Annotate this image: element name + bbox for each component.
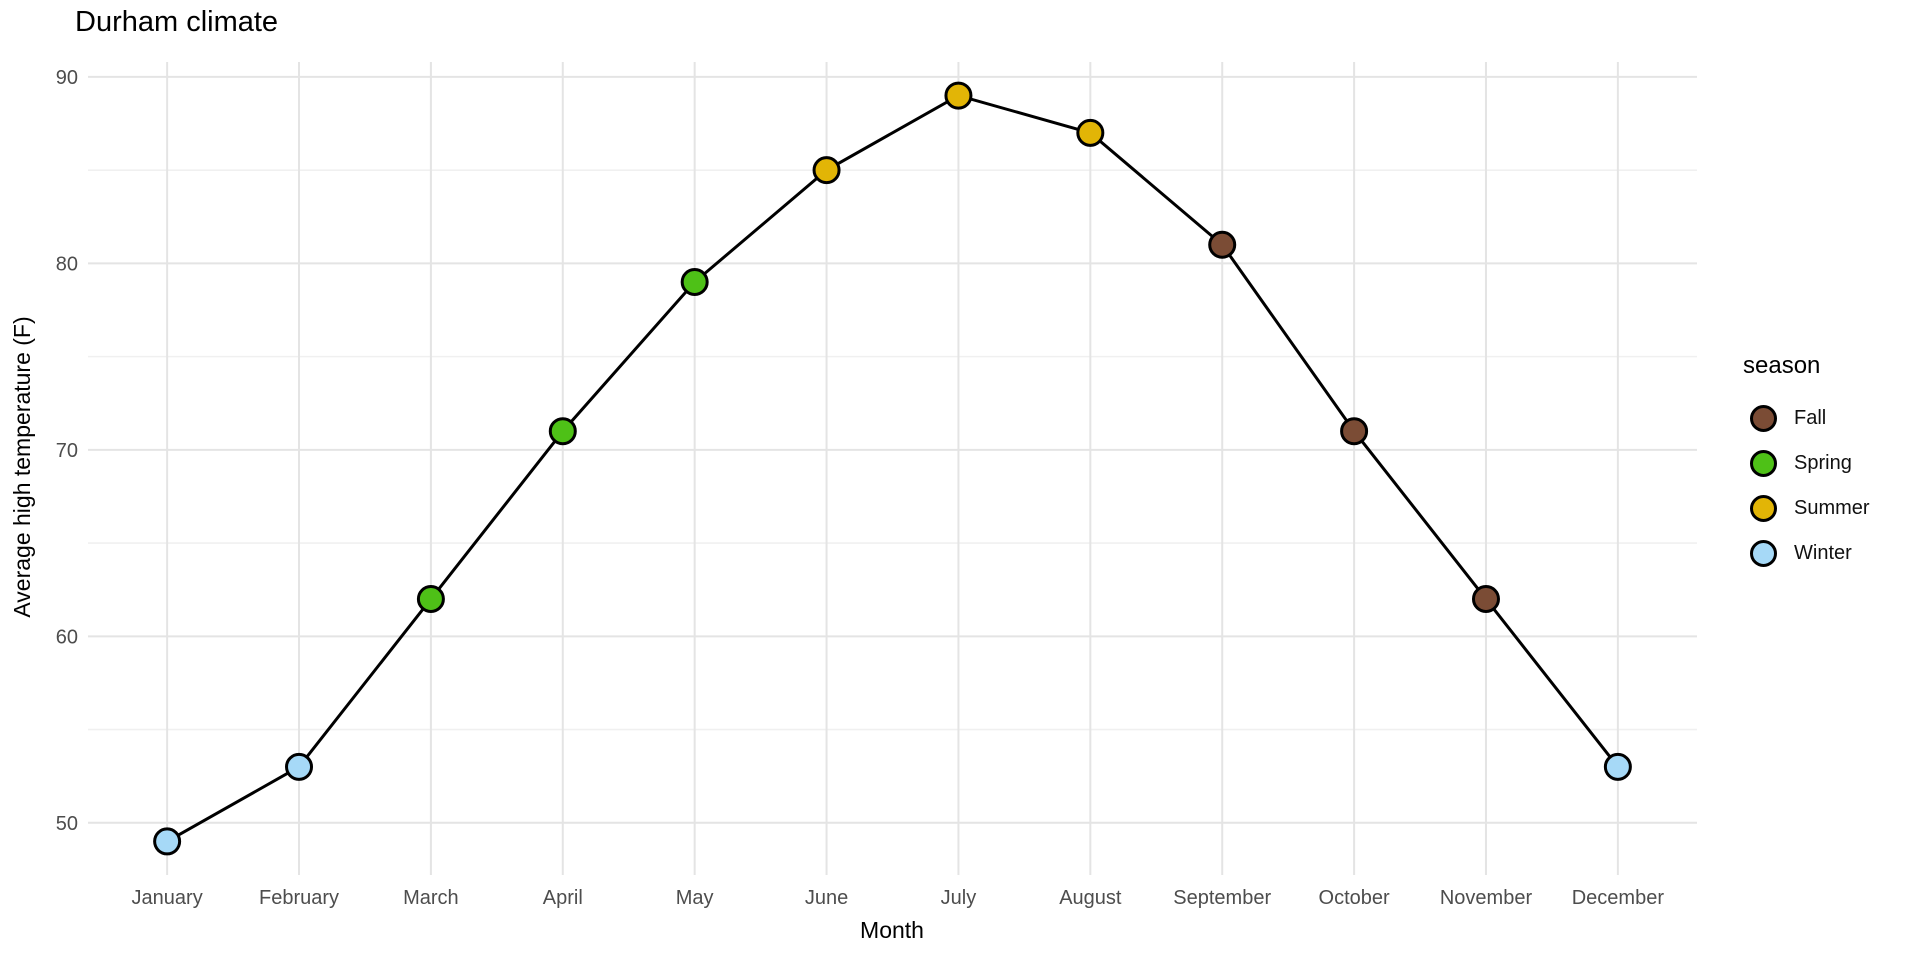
x-tick-label: December	[1572, 887, 1665, 909]
y-tick-label: 70	[56, 440, 78, 462]
x-tick-label: March	[403, 887, 459, 909]
x-tick-label: January	[132, 887, 203, 909]
plot-panel: 50 60 70 80 90 January February March April May Ju…	[56, 62, 1697, 909]
y-tick-label: 80	[56, 253, 78, 275]
data-point	[153, 827, 182, 856]
x-tick-label: October	[1319, 887, 1390, 909]
data-point	[1076, 118, 1105, 147]
data-point	[680, 268, 709, 297]
x-tick-label: September	[1173, 887, 1271, 909]
legend-item: Spring	[1735, 441, 1915, 486]
legend-key-circle	[1750, 540, 1777, 567]
legend: season Fall Spring Summer Winter	[1735, 352, 1915, 576]
x-tick-label: November	[1440, 887, 1533, 909]
legend-item-label: Summer	[1794, 497, 1870, 519]
data-point	[1603, 752, 1632, 781]
legend-key-circle	[1750, 450, 1777, 477]
x-tick-label: February	[259, 887, 339, 909]
legend-item: Fall	[1735, 396, 1915, 441]
plot-title: Durham climate	[75, 6, 279, 38]
data-point	[1208, 230, 1237, 259]
data-point	[1340, 417, 1369, 446]
y-axis-title: Average high temperature (F)	[9, 316, 35, 617]
legend-key-circle	[1750, 495, 1777, 522]
legend-item-label: Spring	[1794, 452, 1852, 474]
y-tick-label: 90	[56, 67, 78, 89]
data-point	[944, 81, 973, 110]
x-tick-label: August	[1059, 887, 1122, 909]
legend-items: Fall Spring Summer Winter	[1735, 396, 1915, 576]
y-tick-label: 50	[56, 813, 78, 835]
data-point	[416, 585, 445, 614]
y-tick-label: 60	[56, 626, 78, 648]
data-point	[548, 417, 577, 446]
x-tick-label: July	[941, 887, 977, 909]
legend-item: Winter	[1735, 531, 1915, 576]
legend-item-label: Fall	[1794, 407, 1827, 429]
legend-item: Summer	[1735, 486, 1915, 531]
legend-key-circle	[1750, 405, 1777, 432]
x-tick-label: April	[543, 887, 583, 909]
x-axis-title: Month	[860, 917, 924, 943]
x-tick-label: June	[805, 887, 848, 909]
data-point	[812, 156, 841, 185]
legend-title: season	[1743, 352, 1821, 379]
data-point	[285, 752, 314, 781]
legend-item-label: Winter	[1794, 542, 1852, 564]
x-tick-label: May	[676, 887, 714, 909]
data-point	[1471, 585, 1500, 614]
temperature-line	[166, 93, 1620, 843]
